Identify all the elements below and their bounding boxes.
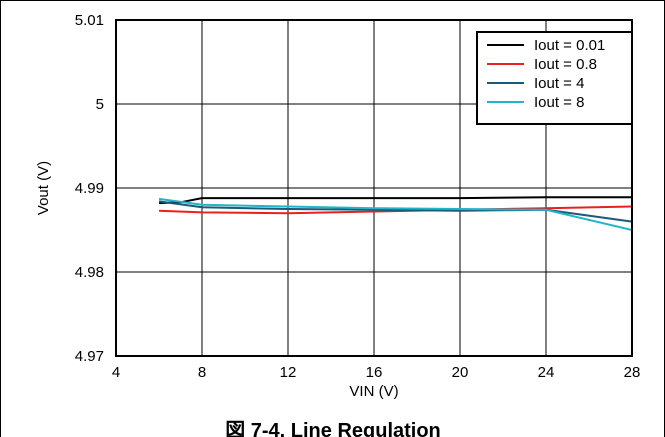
x-tick-label: 16: [366, 364, 383, 381]
figure-caption: 図 7-4. Line Regulation: [225, 420, 441, 437]
series-line-3: [158, 197, 633, 231]
plot-area: [115, 19, 633, 357]
legend: Iout = 0.01 Iout = 0.8 Iout = 4 Iout = 8: [476, 31, 633, 125]
x-axis-title: VIN (V): [349, 383, 398, 400]
grid: [116, 20, 632, 356]
x-tick-label: 12: [280, 364, 297, 381]
y-tick-label: 4.98: [75, 264, 104, 281]
y-tick-label: 5.01: [75, 12, 104, 29]
y-tick-label: 5: [96, 96, 104, 113]
legend-label: Iout = 0.8: [534, 56, 597, 73]
legend-label: Iout = 4: [534, 75, 584, 92]
y-axis-title: Vout (V): [35, 161, 52, 215]
legend-label: Iout = 0.01: [534, 37, 605, 54]
y-tick-label: 4.99: [75, 180, 104, 197]
x-tick-label: 8: [198, 364, 206, 381]
legend-box: [476, 31, 633, 125]
legend-label: Iout = 8: [534, 94, 584, 111]
series-line-0: [158, 196, 632, 205]
series-lines: [158, 196, 633, 231]
x-tick-label: 20: [452, 364, 469, 381]
x-tick-label: 4: [112, 364, 120, 381]
tick-labels: 4 8 12 16 20 24 28 4.97 4.98 4.99 5 5.01: [75, 12, 641, 381]
y-tick-label: 4.97: [75, 348, 104, 365]
series-line-1: [158, 205, 633, 215]
x-tick-label: 24: [538, 364, 555, 381]
x-tick-label: 28: [624, 364, 641, 381]
